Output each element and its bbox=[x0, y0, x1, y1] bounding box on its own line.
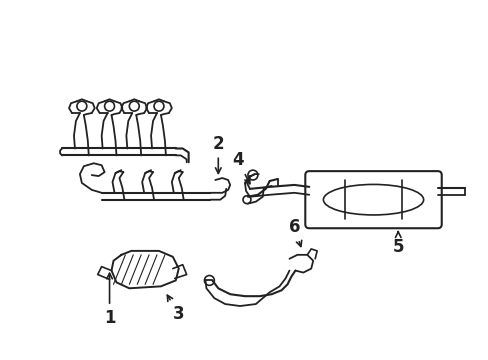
FancyBboxPatch shape bbox=[305, 171, 441, 228]
Text: 2: 2 bbox=[212, 135, 224, 174]
Text: 3: 3 bbox=[167, 295, 184, 323]
Text: 4: 4 bbox=[232, 151, 249, 184]
Text: 6: 6 bbox=[288, 218, 301, 247]
Text: 5: 5 bbox=[392, 231, 403, 256]
Text: 1: 1 bbox=[103, 273, 115, 327]
